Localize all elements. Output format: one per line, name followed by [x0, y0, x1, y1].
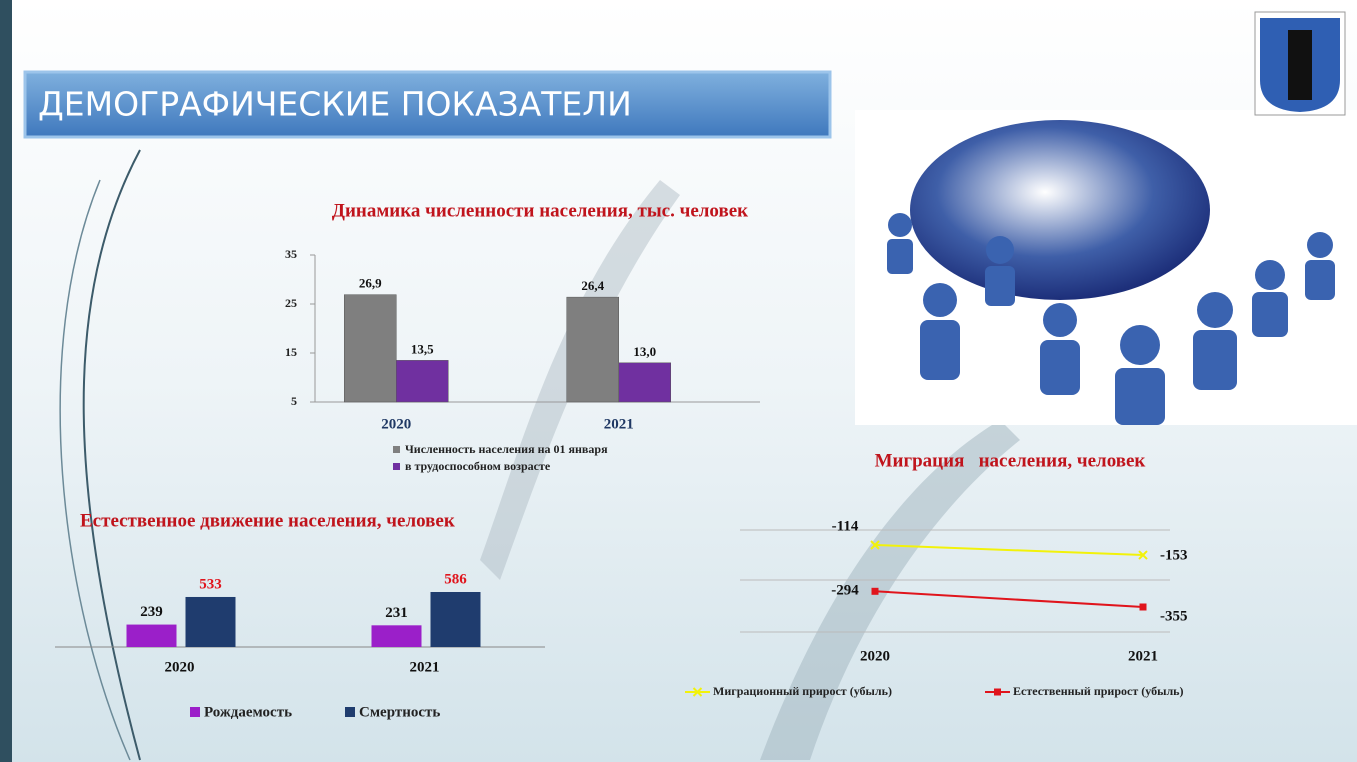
x-tick-label: 2020	[165, 659, 195, 675]
legend-label: Миграционный прирост (убыль)	[713, 684, 892, 698]
y-tick-label: 35	[285, 247, 297, 261]
chart-title: Динамика численности населения, тыс. чел…	[332, 200, 748, 221]
value-label: 239	[140, 604, 163, 620]
legend-swatch	[393, 463, 400, 470]
x-tick-label: 2021	[1128, 648, 1158, 664]
value-label: -294	[831, 583, 859, 599]
chart-title: Естественное движение населения, человек	[80, 510, 455, 531]
bar	[344, 295, 396, 402]
y-tick-label: 5	[291, 394, 297, 408]
globe	[910, 120, 1210, 300]
bar	[372, 625, 422, 647]
legend-swatch	[393, 446, 400, 453]
value-label: -153	[1160, 547, 1188, 563]
bar	[186, 597, 236, 647]
coat-of-arms-figure	[1288, 30, 1312, 100]
value-label: 13,5	[411, 341, 434, 356]
x-tick-label: 2020	[381, 416, 411, 432]
legend-swatch	[345, 707, 355, 717]
value-label: 231	[385, 605, 408, 621]
value-label: -114	[832, 518, 859, 534]
bar	[567, 297, 619, 402]
point	[1140, 604, 1147, 611]
legend-label: Рождаемость	[204, 704, 292, 720]
legend-label: Естественный прирост (убыль)	[1013, 684, 1184, 698]
x-tick-label: 2020	[860, 648, 890, 664]
header-title: ДЕМОГРАФИЧЕСКИЕ ПОКАЗАТЕЛИ	[38, 85, 632, 124]
x-tick-label: 2021	[604, 416, 634, 432]
value-label: 13,0	[633, 344, 656, 359]
y-tick-label: 25	[285, 296, 297, 310]
legend-marker	[994, 689, 1001, 696]
legend-label: Смертность	[359, 704, 440, 720]
bar	[431, 592, 481, 647]
bar	[127, 625, 177, 647]
value-label: 533	[199, 576, 222, 592]
value-label: 586	[444, 571, 467, 587]
y-tick-label: 15	[285, 345, 297, 359]
slide: ДЕМОГРАФИЧЕСКИЕ ПОКАЗАТЕЛИ Динамика числ…	[0, 0, 1357, 762]
side-stripe	[0, 0, 12, 762]
value-label: 26,4	[581, 278, 604, 293]
chart-title: Миграция населения, человек	[875, 450, 1146, 471]
point	[872, 588, 879, 595]
legend-label: Численность населения на 01 января	[405, 442, 608, 456]
legend-swatch	[190, 707, 200, 717]
legend-label: в трудоспособном возрасте	[405, 459, 551, 473]
x-tick-label: 2021	[410, 659, 440, 675]
bar	[619, 363, 671, 402]
value-label: -355	[1160, 608, 1188, 624]
bar	[396, 360, 448, 402]
value-label: 26,9	[359, 276, 382, 291]
